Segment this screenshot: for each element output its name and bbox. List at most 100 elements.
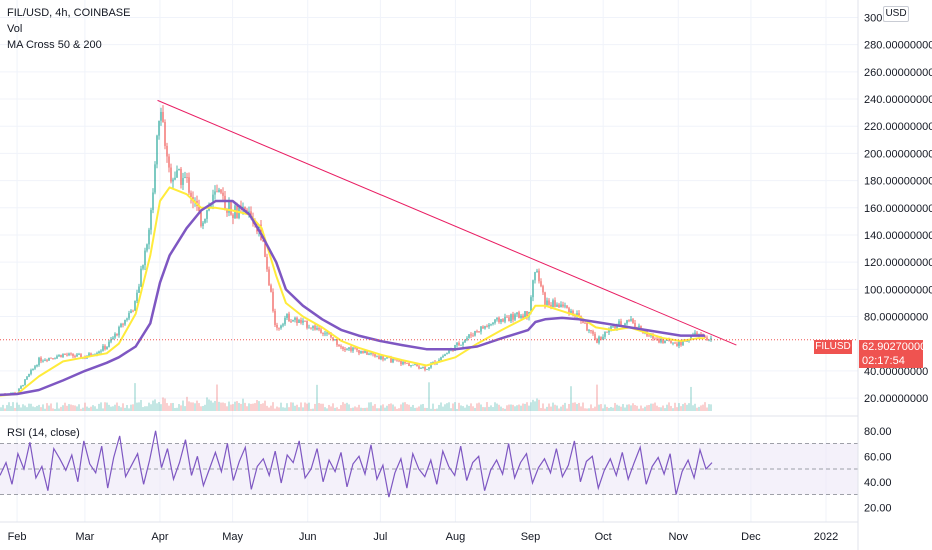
volume-bar (538, 399, 540, 411)
candle-body (670, 340, 672, 344)
volume-bar (368, 402, 370, 411)
candle-body (306, 320, 308, 328)
volume-bar (62, 405, 64, 411)
volume-bar (152, 400, 154, 411)
volume-bar (128, 408, 130, 411)
candle-body (30, 370, 32, 374)
candle-body (422, 366, 424, 369)
candle-body (120, 323, 122, 327)
volume-bar (204, 404, 206, 411)
candle-body (572, 310, 574, 315)
candle-body (676, 343, 678, 346)
volume-bar (28, 403, 30, 411)
volume-bar (70, 404, 72, 411)
volume-bar (620, 406, 622, 411)
volume-bar (46, 403, 48, 411)
volume-legend[interactable]: Vol (7, 23, 23, 35)
symbol-legend[interactable]: FIL/USD, 4h, COINBASE (7, 7, 131, 19)
ma-cross-legend[interactable]: MA Cross 50 & 200 (7, 39, 102, 51)
candle-body (76, 354, 78, 357)
volume-bar (176, 407, 178, 411)
candle-body (314, 325, 316, 330)
volume-bar (36, 405, 38, 411)
volume-bar (168, 405, 170, 411)
volume-bar (196, 400, 198, 411)
candle-body (534, 272, 536, 281)
volume-bar (392, 404, 394, 411)
candle-body (158, 120, 160, 136)
candle-body (134, 300, 136, 311)
volume-bar (260, 403, 262, 411)
volume-bar (312, 408, 314, 411)
volume-bar (422, 403, 424, 411)
volume-bar (344, 403, 346, 411)
ma50-line (0, 186, 705, 397)
candle-body (554, 300, 556, 307)
rsi-legend[interactable]: RSI (14, close) (7, 427, 80, 439)
volume-bar (494, 402, 496, 411)
volume-bar (496, 403, 498, 411)
candle-body (630, 319, 632, 321)
candle-body (490, 324, 492, 325)
volume-bar (710, 404, 712, 411)
time-label-aug: Aug (446, 531, 466, 543)
grid-lines (0, 0, 858, 522)
volume-bar (66, 405, 68, 411)
volume-bar (284, 407, 286, 411)
candle-body (532, 280, 534, 298)
volume-bar (610, 407, 612, 411)
candle-body (486, 326, 488, 327)
volume-bar (264, 400, 266, 411)
volume-bar (306, 403, 308, 411)
volume-bar (686, 404, 688, 411)
volume-bar (564, 402, 566, 411)
volume-bar (256, 400, 258, 411)
volume-bar (276, 406, 278, 411)
volume-bar (42, 404, 44, 411)
candle-body (110, 339, 112, 342)
currency-badge[interactable]: USD (883, 6, 909, 22)
candle-body (316, 328, 318, 330)
candle-body (334, 339, 336, 340)
candle-body (526, 311, 528, 318)
volume-bar (492, 407, 494, 411)
volume-bar (474, 407, 476, 411)
time-label-may: May (222, 531, 243, 543)
volume-bar (696, 407, 698, 411)
price-label-20: 20.00000000 (864, 393, 928, 405)
volume-bar (274, 408, 276, 411)
candle-body (484, 326, 486, 329)
volume-bar (562, 404, 564, 411)
candle-body (304, 320, 306, 322)
candle-body (466, 337, 468, 340)
candle-body (408, 363, 410, 366)
candle-body (516, 312, 518, 315)
candle-body (36, 364, 38, 367)
candle-body (376, 356, 378, 358)
candle-body (506, 316, 508, 318)
candle-body (570, 310, 572, 314)
volume-bar (586, 408, 588, 411)
volume-bar (242, 398, 244, 411)
volume-bar (378, 408, 380, 411)
candle-body (470, 334, 472, 336)
volume-bar (510, 404, 512, 411)
volume-bar (680, 406, 682, 411)
candle-body (524, 311, 526, 319)
volume-bar (124, 407, 126, 411)
volume-bar (604, 404, 606, 411)
candle-body (114, 333, 116, 338)
volume-bar (370, 402, 372, 411)
candle-body (328, 332, 330, 335)
volume-bar (354, 406, 356, 411)
candle-body (584, 322, 586, 324)
volume-bar (400, 404, 402, 411)
volume-bar (582, 402, 584, 411)
volume-bar (446, 403, 448, 411)
candle-body (416, 363, 418, 367)
volume-bar (10, 406, 12, 411)
volume-bar (688, 403, 690, 411)
candle-body (704, 336, 706, 338)
volume-bar (80, 408, 82, 411)
candle-body (496, 317, 498, 320)
